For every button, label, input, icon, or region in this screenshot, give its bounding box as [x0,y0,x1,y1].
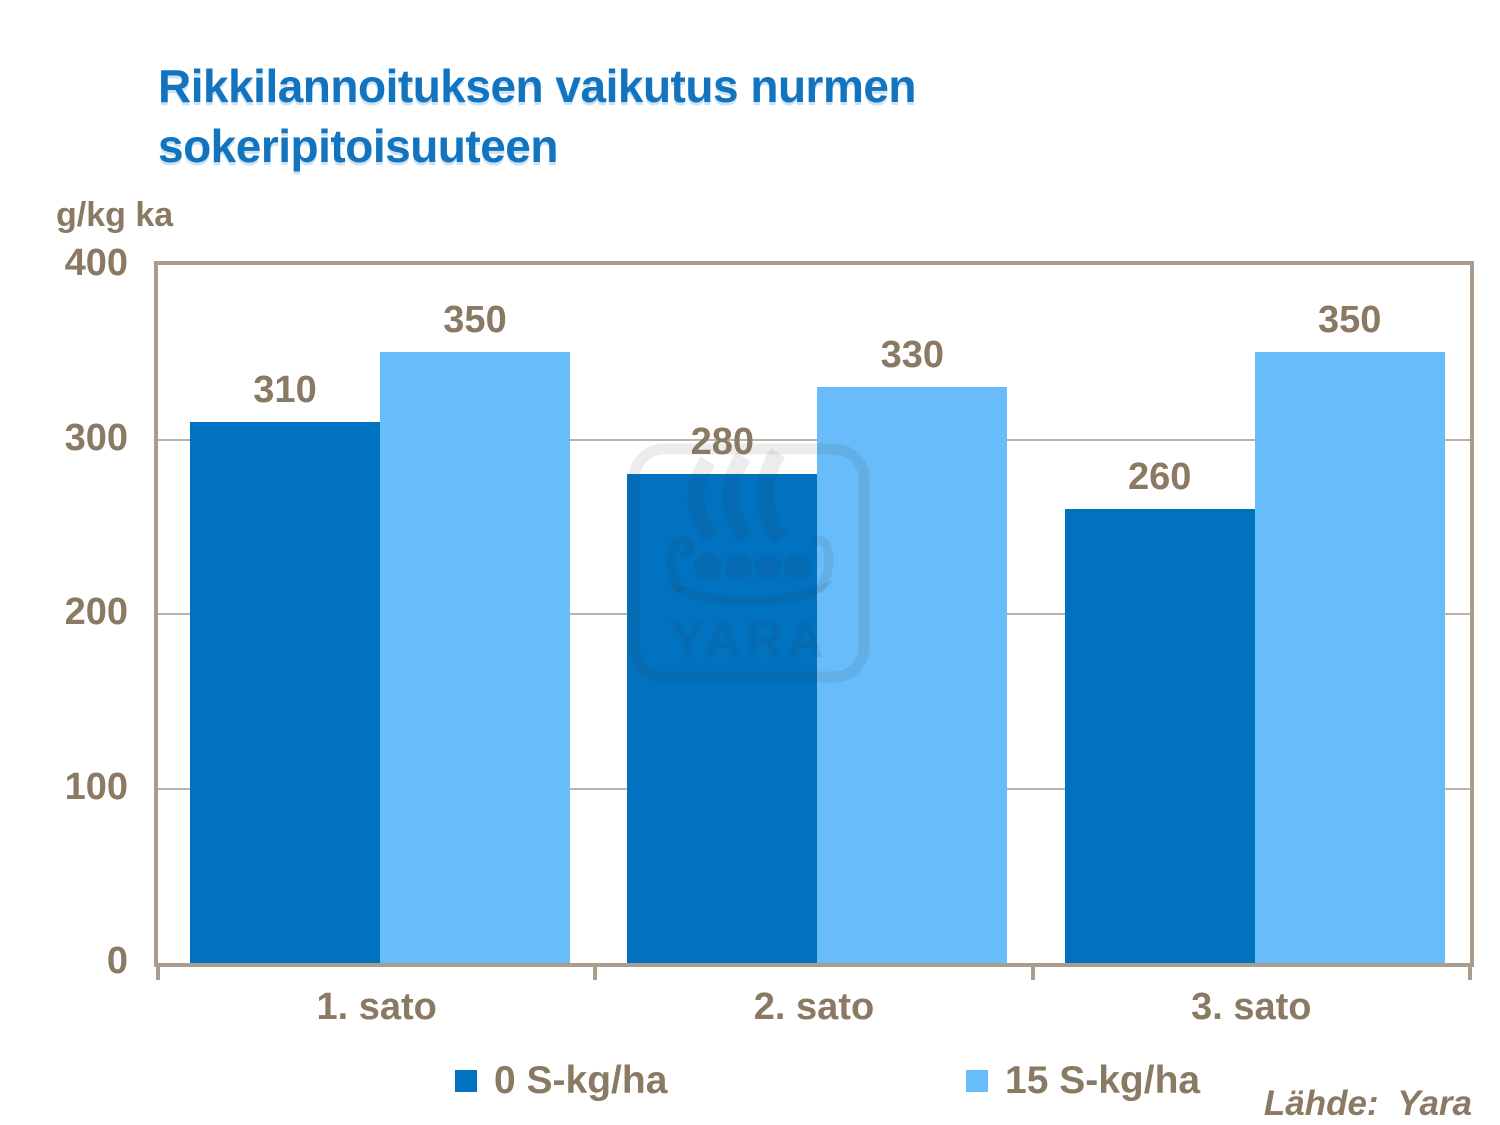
bar [627,474,818,963]
y-axis-tick-label: 100 [64,765,128,808]
x-axis-tick [1468,965,1472,980]
category-label: 2. sato [753,986,875,1028]
legend-swatch-dark-blue [455,1070,477,1092]
legend-swatch-light-blue [966,1070,988,1092]
gridline [158,438,1470,441]
bar-value-label: 260 [1127,456,1192,499]
x-axis-tick [156,965,160,980]
bar [190,422,380,963]
bar [1254,352,1445,963]
bar-value-label: 330 [880,334,945,377]
bar [1064,509,1255,963]
legend-label: 0 S-kg/ha [494,1059,668,1102]
source-credit: Lähde: Yara [1263,1084,1472,1123]
y-axis-tick-label: 200 [64,591,128,633]
x-axis-tick [1030,965,1035,980]
bar-value-label: 310 [253,369,317,412]
bar [380,352,570,963]
chart-title: Rikkilannoituksen vaikutus nurmen sokeri… [158,60,917,172]
category-label: 3. sato [1191,986,1312,1028]
bar-value-label: 350 [443,299,507,342]
y-axis-tick-label: 300 [64,416,128,459]
y-axis-tick-label: 400 [64,242,128,284]
bar [817,387,1008,963]
y-axis-title: g/kg ka [56,196,174,234]
bar-value-label: 350 [1317,299,1382,342]
legend-item: 0 S-kg/ha [455,1058,667,1104]
bar-value-label: 280 [690,421,755,464]
category-label: 1. sato [316,986,437,1028]
y-axis-tick-label: 0 [106,940,128,982]
x-axis-tick [593,965,598,980]
legend-label: 15 S-kg/ha [1005,1059,1201,1102]
legend-item: 15 S-kg/ha [966,1058,1200,1104]
